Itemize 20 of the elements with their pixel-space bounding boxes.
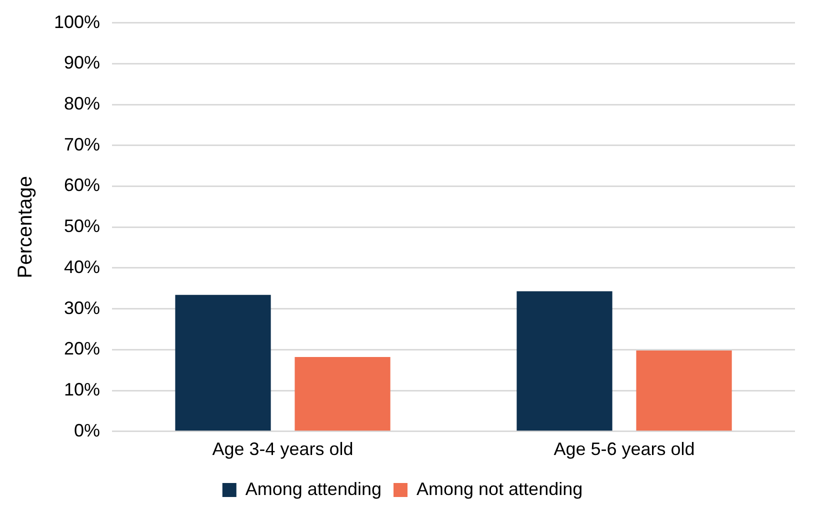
bar [294, 357, 390, 431]
y-tick-label: 0% [74, 420, 100, 440]
y-tick-label: 70% [64, 134, 100, 154]
y-tick-label: 60% [64, 175, 100, 196]
y-tick-label: 30% [64, 298, 100, 318]
y-tick-label: 50% [64, 216, 100, 236]
x-tick-label: Age 3-4 years old [212, 439, 354, 460]
legend-label: Among not attending [416, 478, 583, 499]
y-tick-label: 90% [64, 52, 100, 73]
y-tick-label: 100% [54, 12, 100, 32]
bar [636, 350, 732, 431]
y-tick-label: 80% [64, 93, 100, 114]
y-tick-label: 10% [64, 380, 100, 400]
y-tick-label: 20% [64, 338, 100, 359]
bar [175, 294, 271, 431]
y-axis-title: Percentage [14, 176, 37, 278]
legend-label: Among attending [245, 478, 382, 499]
x-tick-label: Age 5-6 years old [554, 439, 695, 460]
bar [516, 291, 612, 431]
y-tick-label: 40% [64, 256, 100, 277]
